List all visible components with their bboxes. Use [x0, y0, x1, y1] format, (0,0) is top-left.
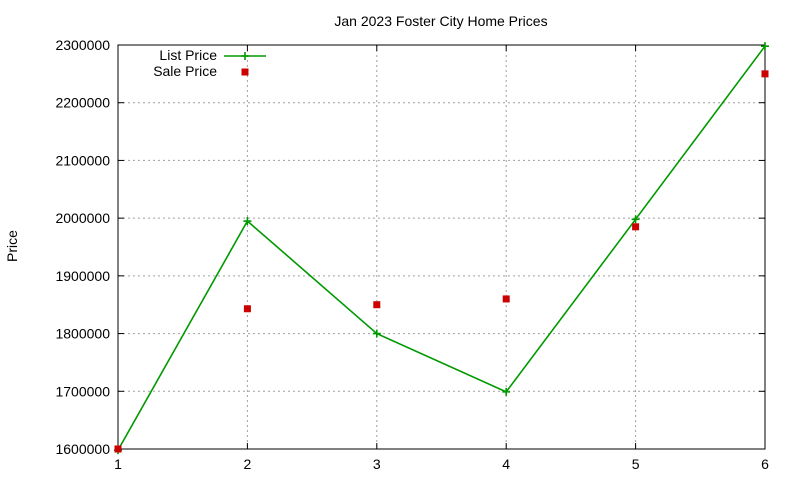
y-tick-label: 1600000: [55, 441, 110, 457]
x-tick-label: 5: [632, 456, 640, 472]
series-layer: [114, 42, 769, 455]
y-tick-label: 1900000: [55, 268, 110, 284]
legend-label-list-price: List Price: [159, 47, 217, 63]
y-tick-label: 2000000: [55, 210, 110, 226]
data-point-sale-price: [243, 305, 251, 313]
data-point-list-price: [761, 42, 769, 51]
grid-lines: [118, 45, 765, 449]
legend-marker-list-price: [241, 52, 249, 60]
x-tick-label: 3: [373, 456, 381, 472]
data-point-sale-price: [761, 70, 769, 78]
series-sale-price: [114, 70, 769, 453]
y-tick-label: 2200000: [55, 95, 110, 111]
y-tick-label: 2300000: [55, 37, 110, 53]
series-line-list-price: [117, 45, 766, 451]
data-point-list-price: [243, 217, 252, 226]
data-point-sale-price: [114, 445, 122, 453]
data-point-list-price: [372, 329, 381, 338]
chart-title: Jan 2023 Foster City Home Prices: [334, 13, 547, 29]
x-tick-label: 2: [244, 456, 252, 472]
plot-frame: [117, 44, 766, 450]
legend: List Price Sale Price: [153, 47, 266, 79]
data-point-sale-price: [502, 295, 510, 303]
y-tick-label: 1700000: [55, 383, 110, 399]
data-point-list-price: [631, 215, 640, 224]
data-point-list-price: [502, 387, 511, 396]
x-tick-label: 6: [761, 456, 769, 472]
data-point-sale-price: [373, 301, 381, 309]
x-tick-label: 4: [502, 456, 510, 472]
y-tick-label: 1800000: [55, 326, 110, 342]
axis-ticks: 1 2 3 4 5 6 1600000 1700000 1800000 1900000 200000…: [55, 37, 769, 472]
legend-label-sale-price: Sale Price: [153, 63, 217, 79]
legend-marker-sale-price: [241, 68, 249, 76]
data-point-sale-price: [632, 223, 640, 231]
series-list-price: [114, 42, 769, 455]
y-tick-label: 2100000: [55, 152, 110, 168]
y-axis-label: Price: [4, 230, 20, 262]
x-tick-label: 1: [114, 456, 122, 472]
